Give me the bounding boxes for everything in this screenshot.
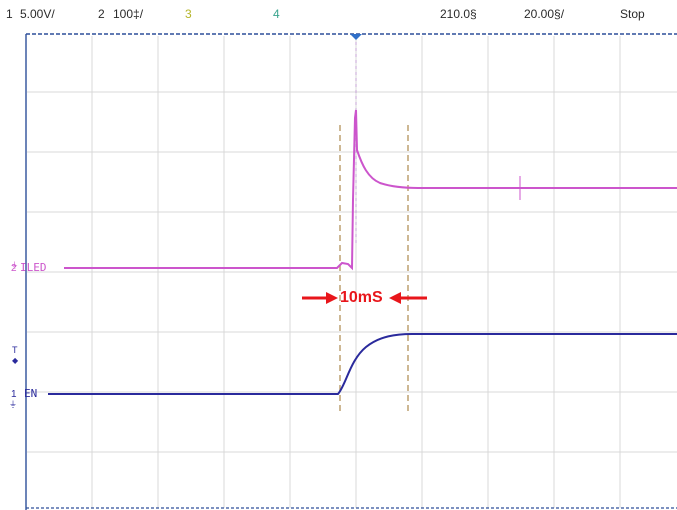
- ch3-number[interactable]: 3: [185, 7, 192, 21]
- ch2-number[interactable]: 2: [98, 7, 105, 21]
- iled-trace-label: ILED: [20, 261, 47, 274]
- annotation-text: 10mS: [340, 289, 383, 306]
- iled-trace: [64, 109, 677, 271]
- trigger-marker-icon[interactable]: [350, 34, 362, 40]
- iled-ground-marker-icon[interactable]: ⏚: [10, 261, 19, 269]
- en-channel-number: 1: [11, 389, 17, 400]
- arrow-left-icon: [388, 292, 427, 304]
- graticule-grid: [27, 36, 677, 508]
- ch4-number[interactable]: 4: [273, 7, 280, 21]
- timebase-delay[interactable]: 210.0§: [440, 7, 477, 21]
- arrow-right-icon: [302, 292, 338, 304]
- trigger-level-arrow-icon: ◆: [12, 356, 19, 365]
- ch2-scale[interactable]: 100‡/: [113, 7, 144, 21]
- timebase-scale[interactable]: 20.00§/: [524, 7, 565, 21]
- ch1-scale[interactable]: 5.00V/: [20, 7, 55, 21]
- trigger-level-marker-icon[interactable]: T: [12, 345, 18, 355]
- en-trace-label: EN: [24, 387, 38, 400]
- ch1-number[interactable]: 1: [6, 7, 13, 21]
- en-ground-marker-icon[interactable]: ⏚: [9, 400, 17, 409]
- en-trace: [48, 333, 677, 395]
- iled-channel-number: 2: [11, 263, 17, 274]
- run-state[interactable]: Stop: [620, 7, 645, 21]
- timing-annotation: 10mS: [302, 285, 427, 311]
